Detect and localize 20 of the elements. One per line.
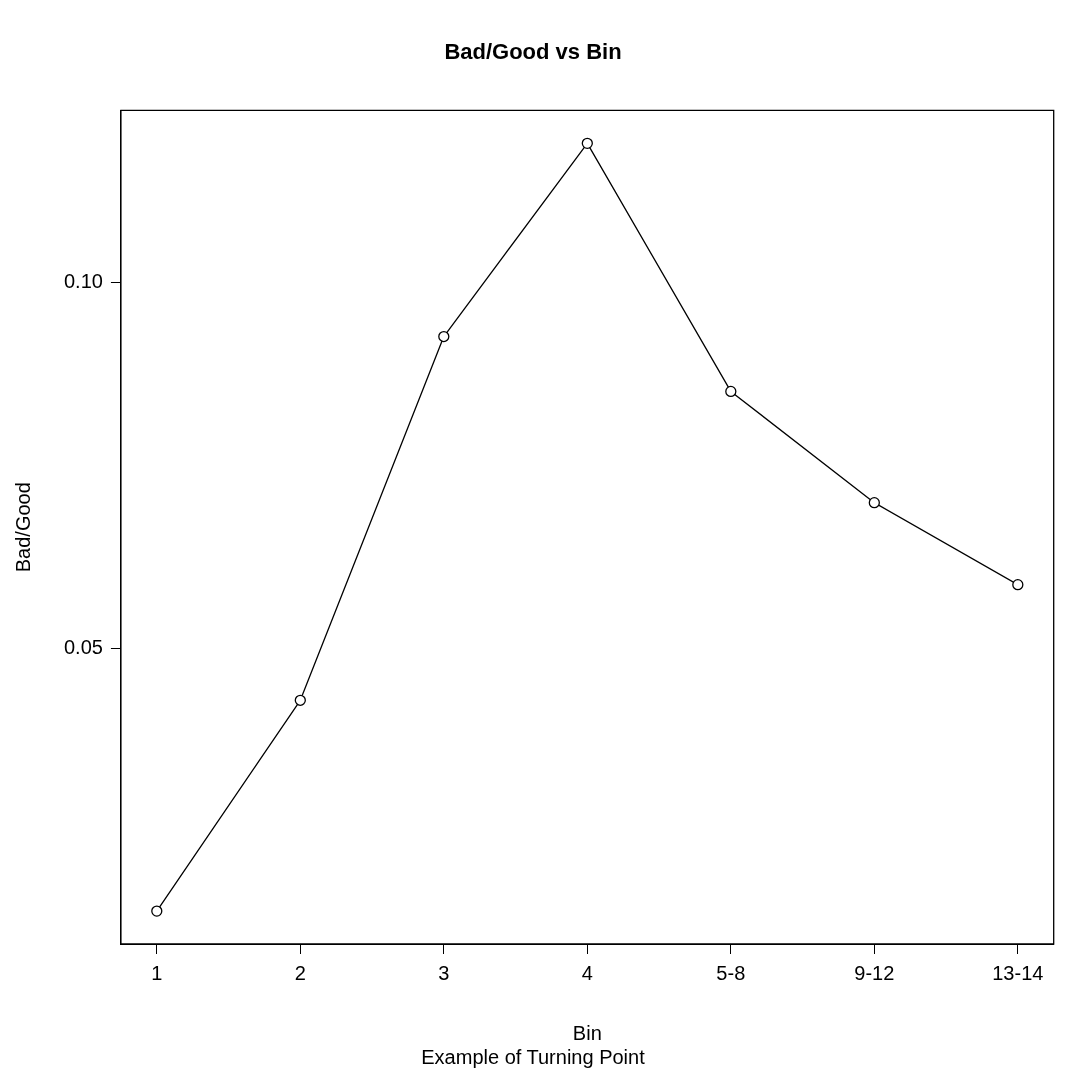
point [725, 385, 737, 398]
point [438, 330, 450, 343]
point [1012, 579, 1024, 591]
x-tick-label: 4 [581, 961, 593, 984]
x-axis-title: Bin [572, 1021, 602, 1044]
point [581, 137, 593, 149]
x-tick-label: 5-8 [716, 961, 746, 984]
x-tick-label: 3 [438, 961, 450, 984]
y-tick-label: 0.05 [63, 635, 103, 658]
x-tick-label: 13-14 [992, 961, 1044, 984]
point [294, 694, 306, 706]
point [868, 497, 880, 509]
x-tick-label: 2 [294, 961, 306, 984]
x-tick-label: 1 [151, 961, 163, 984]
point [151, 905, 163, 917]
y-axis-title: Bad/Good [11, 482, 34, 573]
y-tick-label: 0.10 [63, 269, 103, 292]
chart-title: Bad/Good vs Bin [444, 39, 622, 65]
text: Example of Turning Point [421, 1045, 646, 1068]
x-tick-label: 9-12 [854, 961, 895, 984]
